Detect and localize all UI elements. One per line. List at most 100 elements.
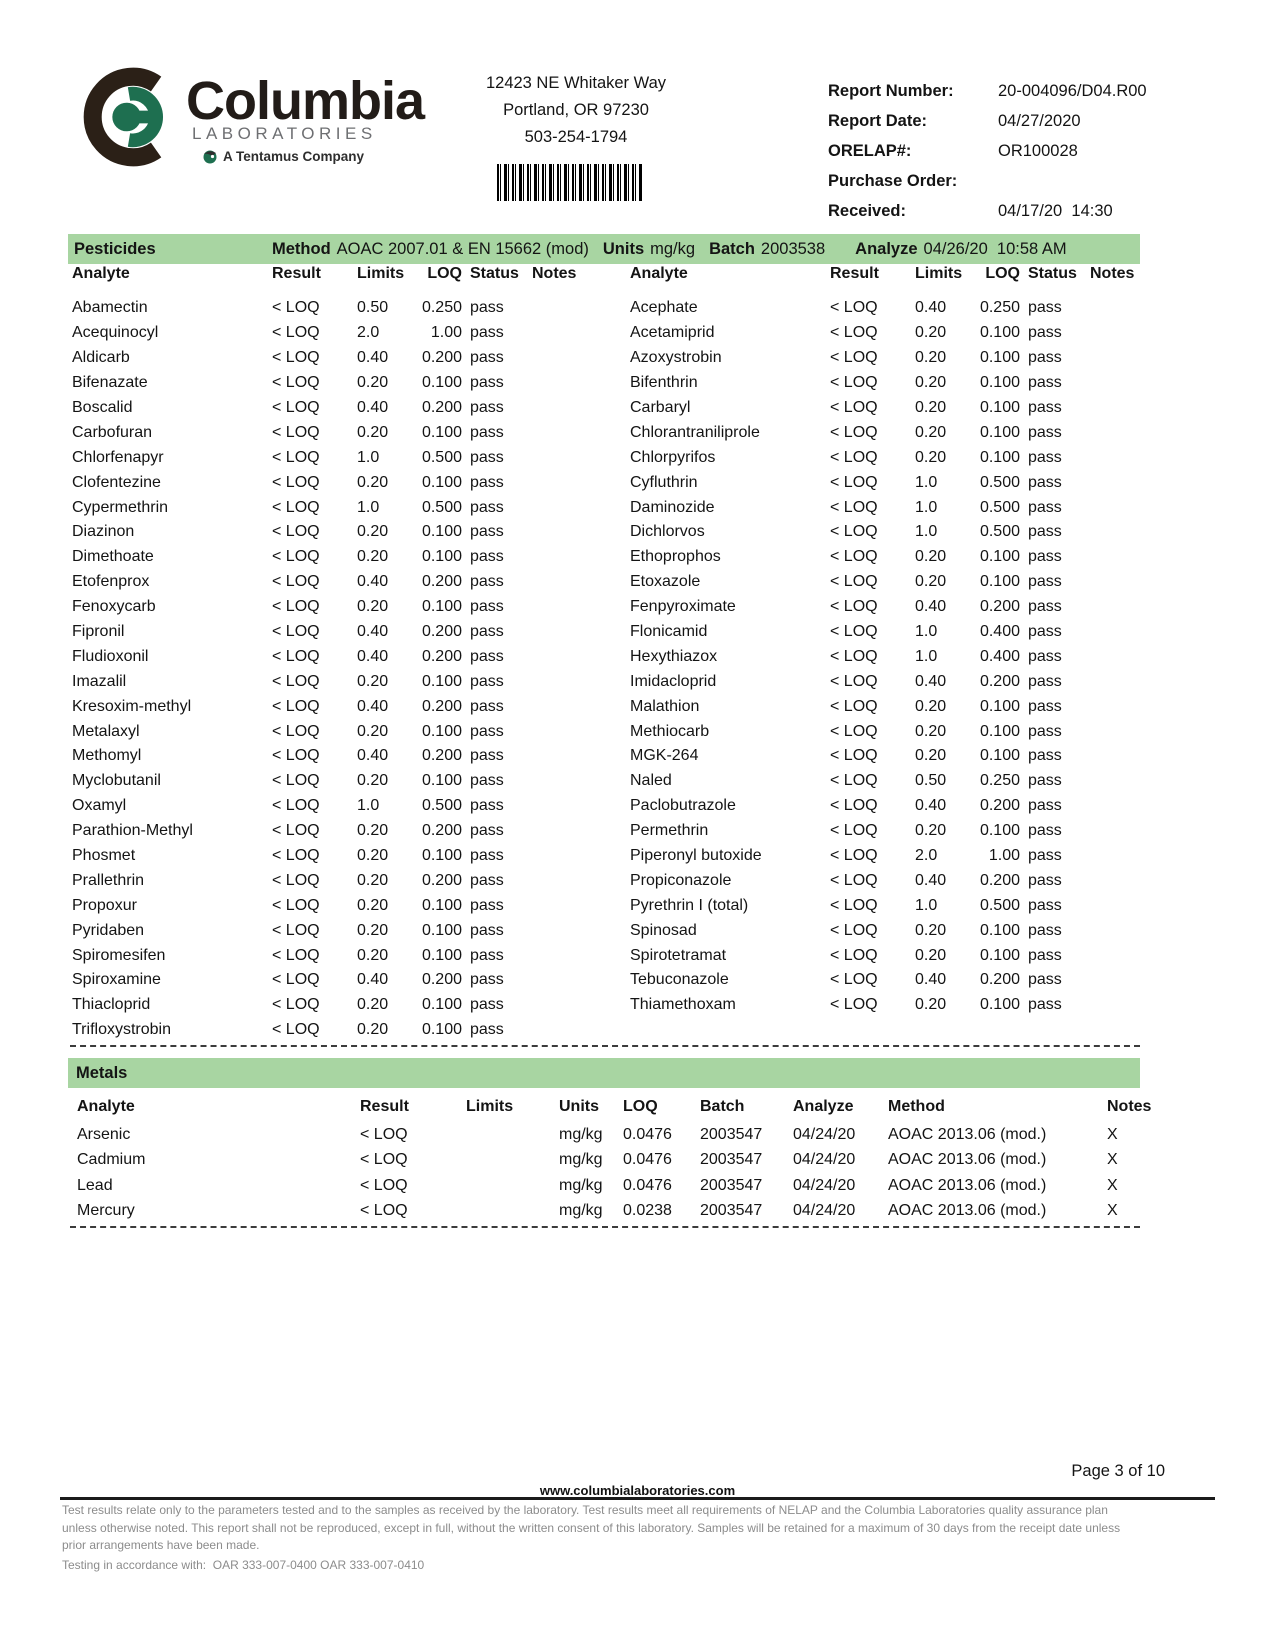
loq-value: 0.200 (979, 971, 1020, 989)
loq-value: 0.100 (979, 423, 1020, 441)
loq-value: 0.100 (979, 349, 1020, 367)
limits-value: 0.20 (357, 473, 389, 491)
pesticide-row: Metalaxyl < LOQ 0.20 0.100 pass (72, 719, 578, 744)
analyte-name: Methiocarb (630, 722, 710, 740)
status-value: pass (1028, 573, 1062, 591)
limits-value: 1.0 (357, 448, 380, 466)
analyte-name: Aldicarb (72, 349, 130, 367)
batch-value: 2003547 (700, 1202, 763, 1220)
batch-value: 2003547 (700, 1151, 763, 1169)
analyze-date: 04/24/20 (793, 1176, 856, 1194)
analyze-date: 04/24/20 (793, 1202, 856, 1220)
status-value: pass (470, 423, 504, 441)
analyte-name: Hexythiazox (630, 647, 718, 665)
limits-value: 0.20 (357, 672, 389, 690)
units-value: mg/kg (559, 1202, 603, 1220)
pesticide-row: Abamectin < LOQ 0.50 0.250 pass (72, 296, 578, 321)
loq-value: 0.500 (421, 797, 462, 815)
notes-value: X (1107, 1202, 1118, 1220)
analyte-name: Piperonyl butoxide (630, 847, 762, 865)
result-value: < LOQ (830, 747, 878, 765)
col-result: Result (360, 1098, 409, 1115)
col-result: Result (830, 265, 879, 282)
result-value: < LOQ (830, 996, 878, 1014)
result-value: < LOQ (830, 697, 878, 715)
lab-address: 12423 NE Whitaker Way Portland, OR 97230… (426, 70, 726, 151)
disclaimer-line: unless otherwise noted. This report shal… (62, 1520, 1121, 1535)
analyte-name: Pyrethrin I (total) (630, 896, 749, 914)
analyte-name: Cadmium (77, 1151, 146, 1169)
result-value: < LOQ (272, 349, 320, 367)
loq-value: 0.100 (421, 847, 462, 865)
analyte-name: Kresoxim-methyl (72, 697, 192, 715)
result-value: < LOQ (830, 399, 878, 416)
loq-value: 0.100 (421, 1021, 462, 1039)
loq-value: 0.200 (421, 647, 462, 665)
tentamus-icon (203, 150, 217, 164)
pesticide-row: Spinosad < LOQ 0.20 0.100 pass (630, 918, 1136, 943)
pesticide-row: Fipronil < LOQ 0.40 0.200 pass (72, 620, 578, 645)
batch-value: 2003538 (760, 239, 826, 258)
col-analyze: Analyze (793, 1098, 854, 1115)
pesticides-table-right: Acephate < LOQ 0.40 0.250 pass Acetamipr… (630, 296, 1136, 1018)
status-value: pass (470, 747, 504, 765)
col-method: Method (888, 1098, 945, 1115)
limits-value: 0.40 (357, 647, 389, 665)
result-value: < LOQ (830, 722, 878, 740)
status-value: pass (1028, 971, 1062, 989)
result-value: < LOQ (360, 1151, 408, 1169)
analyze-value: 04/26/20 10:58 AM (923, 239, 1067, 258)
result-value: < LOQ (272, 573, 320, 591)
result-value: < LOQ (272, 374, 320, 392)
col-units: Units (559, 1098, 599, 1115)
status-value: pass (470, 598, 504, 616)
status-value: pass (470, 647, 504, 665)
analyte-name: Azoxystrobin (630, 349, 722, 367)
limits-value: 0.40 (915, 797, 947, 815)
col-notes: Notes (532, 265, 577, 282)
pesticide-row: Kresoxim-methyl < LOQ 0.40 0.200 pass (72, 694, 578, 719)
status-value: pass (1028, 498, 1062, 516)
pesticide-row: Fenoxycarb < LOQ 0.20 0.100 pass (72, 595, 578, 620)
limits-value: 1.0 (357, 498, 380, 516)
limits-value: 0.20 (357, 896, 389, 914)
limits-value: 0.20 (357, 847, 389, 865)
result-value: < LOQ (830, 647, 878, 665)
website-url: www.columbialaboratories.com (539, 1483, 736, 1498)
method-value: AOAC 2013.06 (mod.) (888, 1151, 1047, 1169)
status-value: pass (470, 921, 504, 939)
pesticide-row: Chlorfenapyr < LOQ 1.0 0.500 pass (72, 445, 578, 470)
col-result: Result (272, 265, 321, 282)
units-value: mg/kg (559, 1125, 603, 1143)
analyte-name: Dichlorvos (630, 523, 705, 541)
pesticide-row: Propiconazole < LOQ 0.40 0.200 pass (630, 868, 1136, 893)
analyte-name: Phosmet (72, 847, 136, 865)
pesticide-row: Spiromesifen < LOQ 0.20 0.100 pass (72, 943, 578, 968)
address-line2: Portland, OR 97230 (503, 101, 649, 119)
pesticide-row: Azoxystrobin < LOQ 0.20 0.100 pass (630, 346, 1136, 371)
limits-value: 0.20 (357, 523, 389, 541)
pesticide-row: Piperonyl butoxide < LOQ 2.0 1.00 pass (630, 844, 1136, 869)
result-value: < LOQ (272, 797, 320, 815)
disclaimer-line: prior arrangements have been made. (62, 1538, 260, 1552)
footer-rule (60, 1497, 1215, 1500)
result-value: < LOQ (830, 498, 878, 516)
loq-value: 0.100 (979, 822, 1020, 840)
status-value: pass (470, 772, 504, 790)
pesticide-row: Trifloxystrobin < LOQ 0.20 0.100 pass (72, 1018, 578, 1043)
batch-label: Batch (709, 239, 755, 258)
result-value: < LOQ (830, 797, 878, 815)
result-value: < LOQ (272, 523, 320, 541)
status-value: pass (1028, 349, 1062, 367)
limits-value: 0.20 (915, 349, 947, 367)
analyte-name: Naled (630, 772, 672, 790)
result-value: < LOQ (830, 324, 878, 342)
limits-value: 0.40 (915, 871, 947, 889)
loq-value: 0.100 (421, 946, 462, 964)
analyze-date: 04/24/20 (793, 1151, 856, 1169)
limits-value: 0.40 (357, 349, 389, 367)
col-loq: LOQ (623, 1098, 658, 1115)
limits-value: 1.0 (357, 797, 380, 815)
pesticide-row: Tebuconazole < LOQ 0.40 0.200 pass (630, 968, 1136, 993)
analyte-name: Acephate (630, 299, 698, 317)
